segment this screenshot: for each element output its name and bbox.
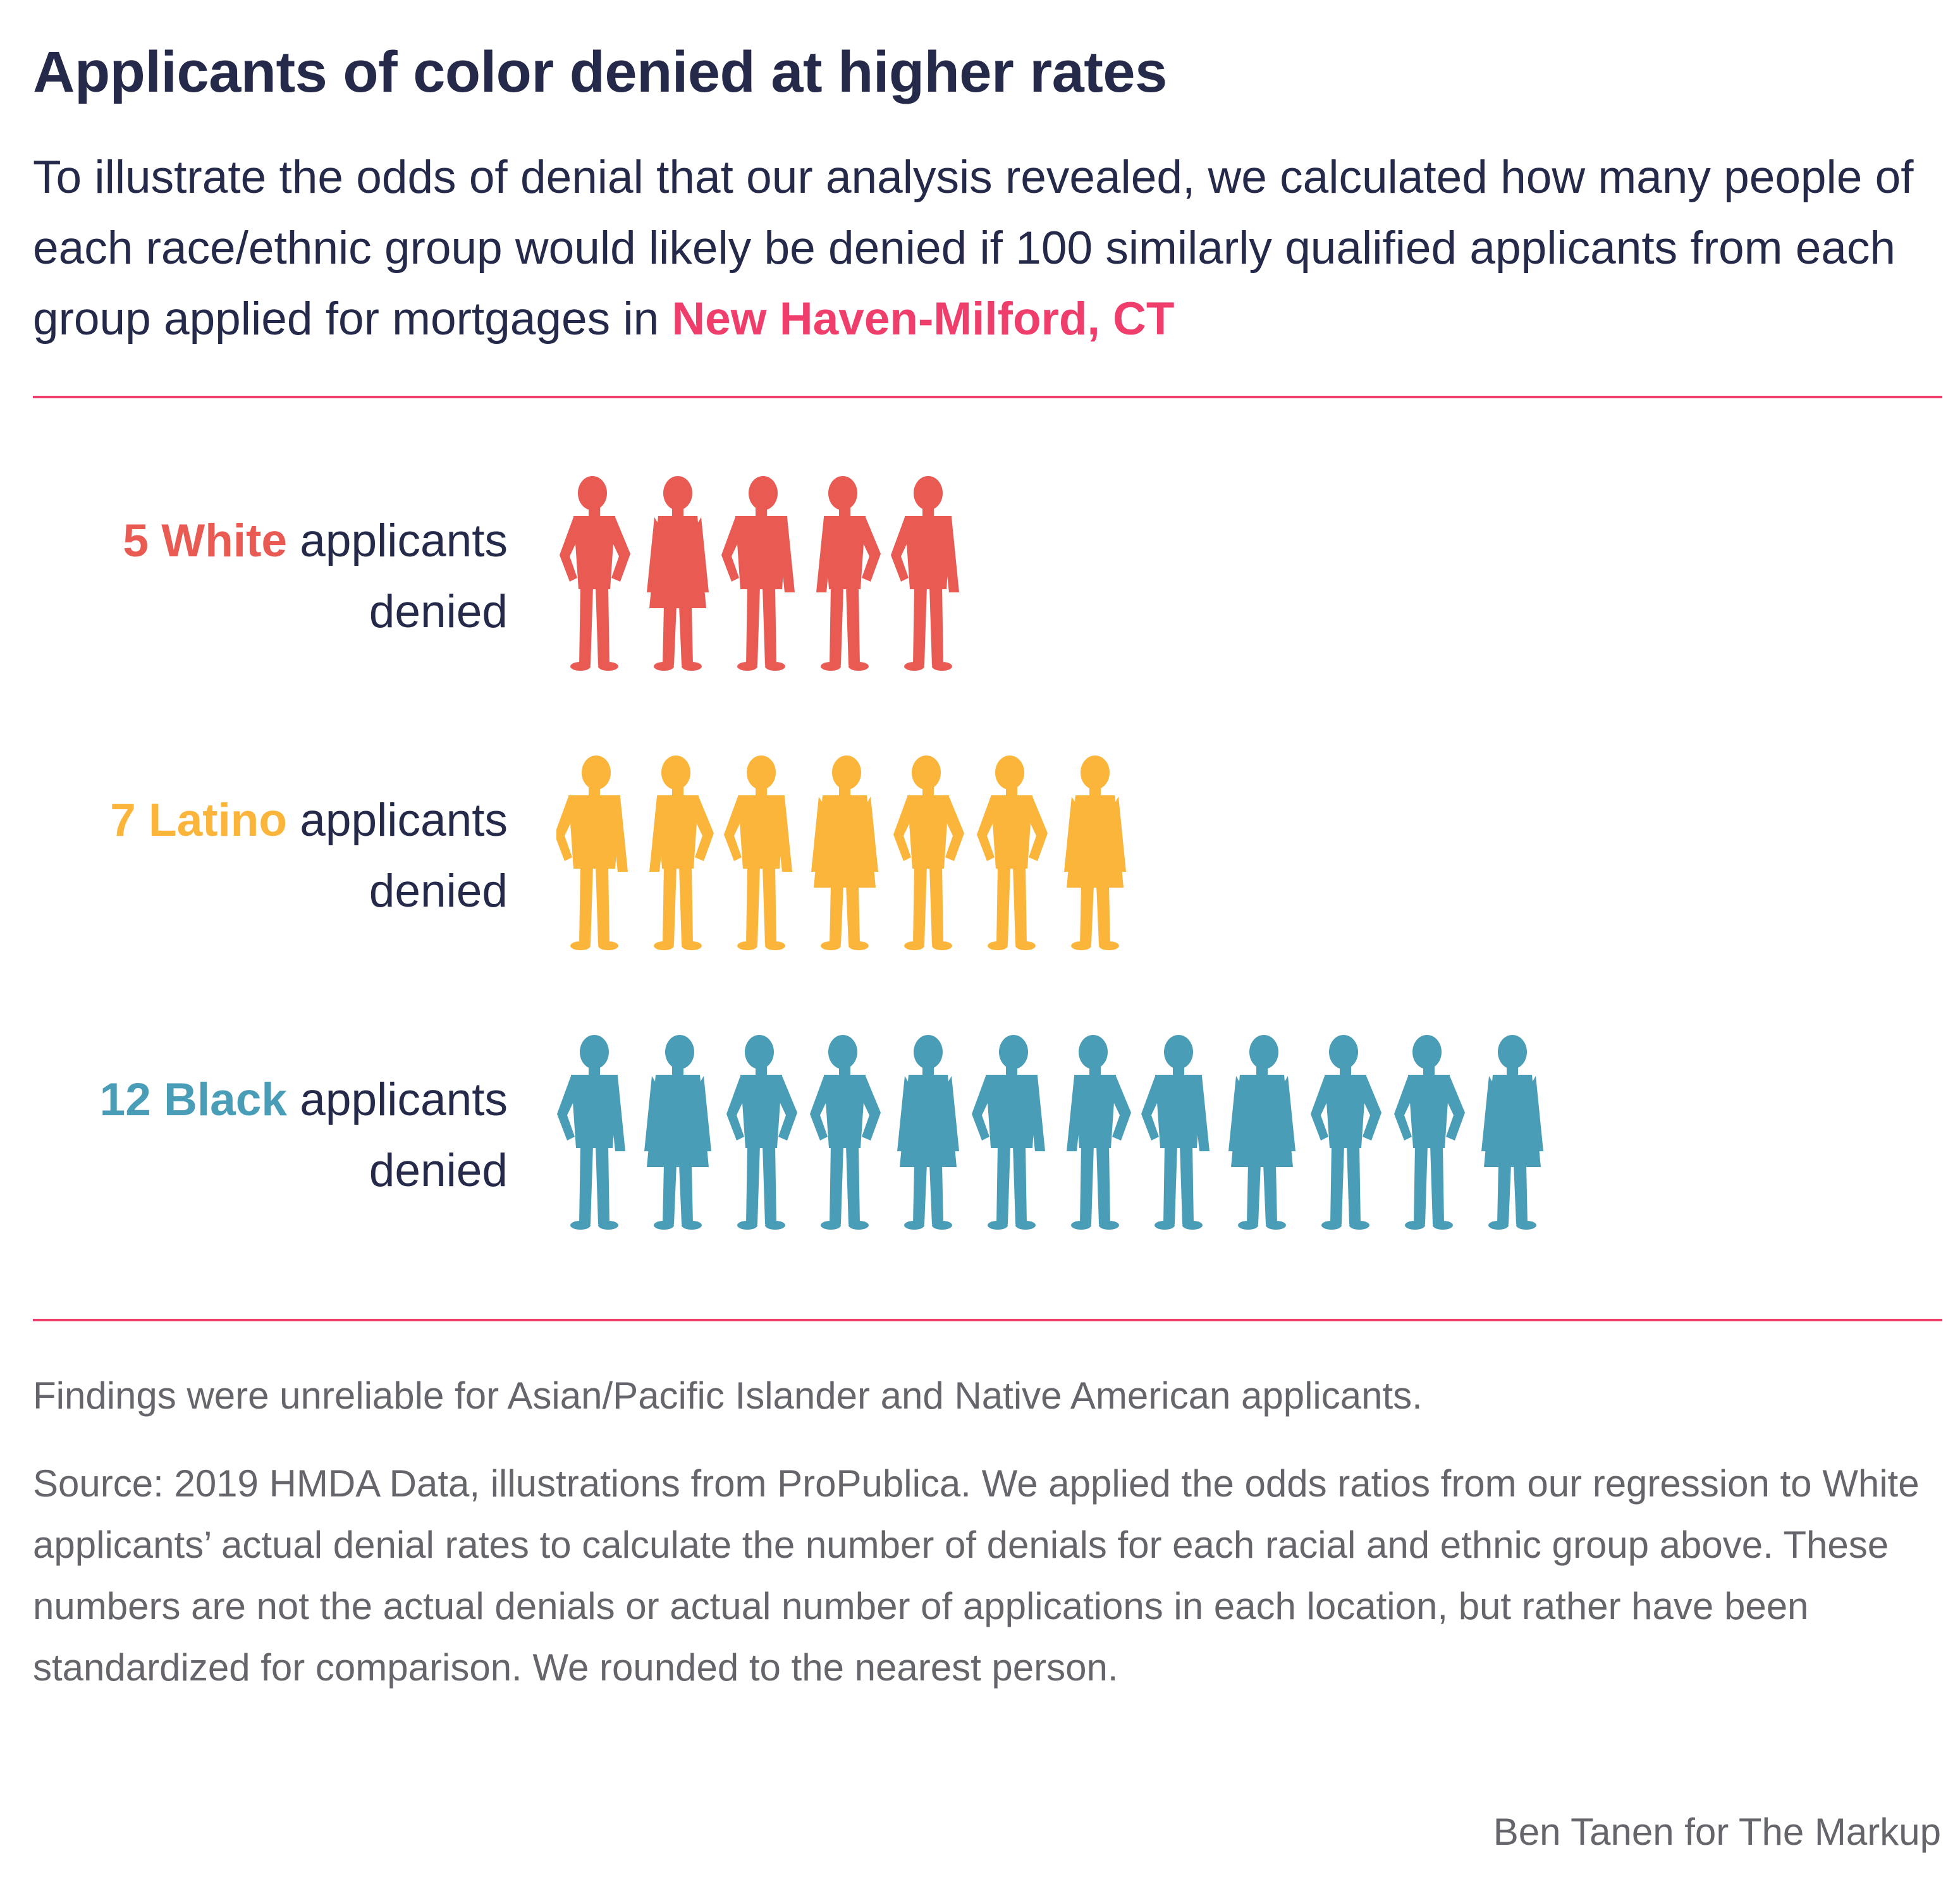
person-icon-black-1 [557,1035,625,1230]
group-white: White [161,515,287,566]
row-white: 5 White applicants denied [0,462,1960,689]
person-icon-black-7 [1067,1035,1131,1230]
bottom-divider [33,1319,1942,1321]
person-icon-black-4 [810,1035,881,1230]
person-icon-black-2 [644,1035,711,1230]
count-black: 12 [99,1074,151,1125]
people-latino [556,741,1947,969]
person-icon-black-11 [1394,1035,1465,1230]
row-black: 12 Black applicants denied [0,1020,1960,1248]
count-label-white: 5 White [123,515,287,566]
chart-title: Applicants of color denied at higher rat… [33,40,1167,104]
applicants-text-black: applicants [300,1074,508,1125]
person-icon-black-12 [1481,1035,1543,1230]
row-label-black: 12 Black applicants denied [100,1065,508,1206]
denied-text-latino: denied [369,866,508,917]
person-icon-white-4 [816,476,881,671]
footnote: Findings were unreliable for Asian/Pacif… [33,1374,1423,1417]
people-icons-black [557,1035,1543,1230]
applicants-text-latino: applicants [300,795,508,846]
credit: Ben Tanen for The Markup [1493,1811,1941,1853]
group-black: Black [164,1074,287,1125]
people-white [556,462,1947,689]
denied-text-black: denied [369,1145,508,1196]
row-label-white: 5 White applicants denied [123,506,508,647]
people-icons-white [560,476,959,671]
applicants-text-white: applicants [300,515,508,566]
source-note: Source: 2019 HMDA Data, illustrations fr… [33,1462,1920,1689]
person-icon-black-8 [1141,1035,1210,1230]
group-latino: Latino [149,795,287,846]
row-latino: 7 Latino applicants denied [0,741,1960,969]
person-icon-latino-7 [1064,755,1126,950]
row-label-latino: 7 Latino applicants denied [110,785,508,927]
people-icons-latino [556,755,1126,950]
person-icon-latino-1 [556,755,628,950]
person-icon-black-10 [1311,1035,1381,1230]
person-icon-white-1 [560,476,630,671]
person-icon-latino-4 [811,755,878,950]
person-icon-white-3 [721,476,795,671]
top-divider [33,396,1942,398]
people-black [556,1020,1947,1248]
count-label-black: 12 Black [100,1074,287,1125]
person-icon-latino-6 [977,755,1048,950]
person-icon-latino-3 [724,755,792,950]
chart-subtitle: To illustrate the odds of denial that ou… [33,142,1942,355]
person-icon-black-5 [897,1035,959,1230]
person-icon-black-3 [726,1035,797,1230]
person-icon-black-6 [972,1035,1045,1230]
denied-text-white: denied [369,586,508,637]
person-icon-white-2 [647,476,709,671]
subtitle-text: To illustrate the odds of denial that ou… [33,152,1914,345]
person-icon-white-5 [891,476,959,671]
person-icon-black-9 [1228,1035,1295,1230]
count-white: 5 [123,515,149,566]
count-label-latino: 7 Latino [110,795,287,846]
count-latino: 7 [110,795,136,846]
person-icon-latino-5 [893,755,964,950]
person-icon-latino-2 [649,755,714,950]
location-highlight: New Haven-Milford, CT [671,293,1175,345]
